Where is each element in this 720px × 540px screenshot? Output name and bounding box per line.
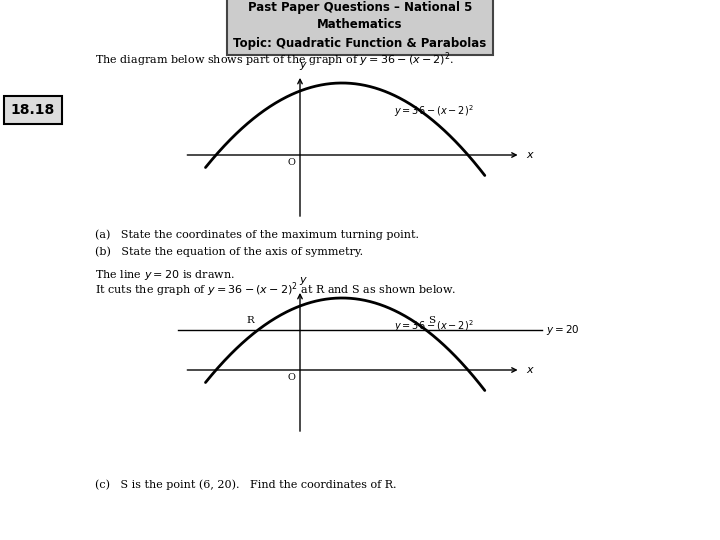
Text: R: R xyxy=(246,316,254,325)
Text: O: O xyxy=(287,158,295,167)
Text: (c)   S is the point (6, 20).   Find the coordinates of R.: (c) S is the point (6, 20). Find the coo… xyxy=(95,480,397,490)
Text: $y$: $y$ xyxy=(299,275,307,287)
Text: Past Paper Questions – National 5
Mathematics
Topic: Quadratic Function & Parabo: Past Paper Questions – National 5 Mathem… xyxy=(233,1,487,50)
Text: S: S xyxy=(428,316,435,325)
Text: $y = 20$: $y = 20$ xyxy=(546,323,579,337)
Text: $y$: $y$ xyxy=(299,60,307,72)
Text: (a)   State the coordinates of the maximum turning point.: (a) State the coordinates of the maximum… xyxy=(95,230,419,240)
Text: 18.18: 18.18 xyxy=(11,103,55,117)
Text: $y = 36-(x-2)^2$: $y = 36-(x-2)^2$ xyxy=(395,318,474,334)
Text: The diagram below shows part of the graph of $y = 36-(x-2)^2$.: The diagram below shows part of the grap… xyxy=(95,51,454,69)
Text: The line $y = 20$ is drawn.: The line $y = 20$ is drawn. xyxy=(95,268,235,282)
Text: It cuts the graph of $y = 36-(x-2)^2$ at R and S as shown below.: It cuts the graph of $y = 36-(x-2)^2$ at… xyxy=(95,281,456,299)
Text: $y = 36-(x-2)^2$: $y = 36-(x-2)^2$ xyxy=(395,103,474,119)
Text: (b)   State the equation of the axis of symmetry.: (b) State the equation of the axis of sy… xyxy=(95,247,363,257)
Text: $x$: $x$ xyxy=(526,150,534,160)
Text: $x$: $x$ xyxy=(526,365,534,375)
Text: O: O xyxy=(287,373,295,382)
